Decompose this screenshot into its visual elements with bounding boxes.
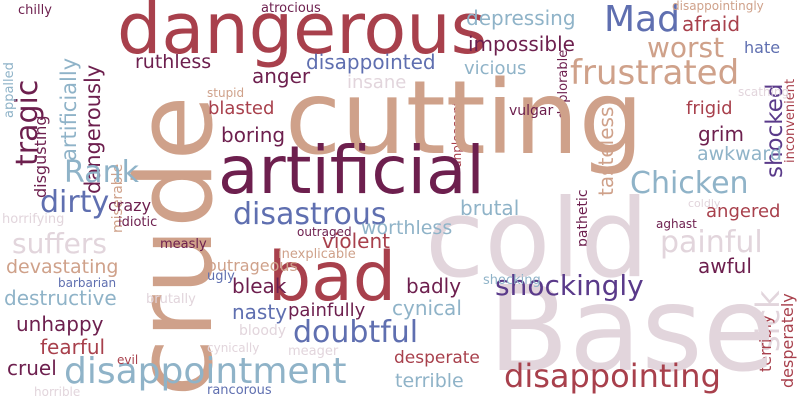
word-disastrous: disastrous [233, 197, 387, 232]
word-desperately: desperately [778, 293, 797, 388]
word-barbarian: barbarian [58, 276, 117, 290]
word-frustrated: frustrated [570, 53, 740, 93]
word-brutally: brutally [146, 292, 196, 307]
word-aghast: aghast [656, 217, 697, 231]
word-vulgar: vulgar [509, 103, 554, 119]
word-outrageous: outrageous [207, 256, 298, 275]
word-anger: anger [252, 64, 311, 88]
word-ugly: ugly [207, 269, 235, 284]
word-unhappy: unhappy [16, 312, 104, 336]
word-disappointed: disappointed [306, 50, 436, 74]
word-chilly: chilly [18, 3, 52, 18]
word-stupid: stupid [207, 86, 245, 100]
word-painful: painful [660, 225, 763, 260]
word-appalled: appalled [2, 62, 17, 118]
word-bleak: bleak [232, 274, 287, 298]
word-dangerous: dangerous [117, 0, 488, 70]
word-outraged: outraged [297, 225, 352, 239]
word-measly: measly [160, 237, 207, 252]
word-angered: angered [706, 201, 781, 222]
word-cold: cold [425, 177, 650, 302]
word-cynical: cynical [392, 296, 462, 320]
word-atrocious: atrocious [261, 1, 321, 16]
word-scathing: scathing [738, 85, 790, 99]
word-evil: evil [117, 353, 139, 367]
word-hate: hate [744, 38, 781, 57]
word-suffers: suffers [12, 227, 107, 260]
word-destructive: destructive [4, 286, 117, 310]
word-coldly: coldly [688, 197, 721, 210]
word-fearful: fearful [40, 335, 106, 359]
word-impossible: impossible [468, 32, 575, 56]
word-Chicken: Chicken [630, 166, 749, 201]
word-shocking: shocking [483, 273, 541, 288]
word-rancorous: rancorous [207, 383, 272, 398]
word-awkward: awkward [697, 143, 782, 165]
word-worthless: worthless [361, 217, 453, 239]
word-terrible: terrible [395, 370, 464, 392]
word-brutal: brutal [460, 196, 520, 220]
word-artificially: artificially [57, 57, 81, 161]
word-horrible: horrible [34, 385, 81, 399]
word-desperate: desperate [394, 348, 480, 368]
word-bad: bad [268, 238, 396, 317]
word-devastating: devastating [6, 256, 119, 278]
word-meager: meager [288, 344, 339, 359]
word-artificial: artificial [218, 132, 485, 209]
word-bloody: bloody [239, 323, 287, 339]
word-afraid: afraid [682, 12, 741, 36]
word-shockingly: shockingly [495, 269, 644, 302]
word-disappointment: disappointment [64, 351, 347, 392]
word-grim: grim [698, 122, 744, 146]
word-vicious: vicious [464, 58, 527, 79]
word-depressing: depressing [466, 6, 576, 30]
word-horrifying: horrifying [2, 212, 65, 227]
word-blasted: blasted [208, 98, 275, 119]
word-boring: boring [221, 123, 286, 147]
word-violent: violent [322, 229, 391, 253]
word-Base: Base [488, 260, 776, 398]
word-painfully: painfully [288, 300, 366, 321]
word-idiotic: idiotic [118, 215, 158, 230]
word-dirty: dirty [40, 185, 110, 220]
word-inexplicable: inexplicable [278, 247, 356, 262]
word-insane: insane [347, 72, 407, 93]
word-Rank: Rank [64, 155, 139, 190]
word-frigid: frigid [686, 98, 733, 119]
word-nasty: nasty [232, 300, 288, 324]
word-cutting: cutting [285, 59, 644, 178]
word-disappointing: disappointing [504, 357, 721, 395]
word-cruel: cruel [7, 356, 57, 380]
word-ruthless: ruthless [135, 51, 212, 73]
word-cynically: cynically [207, 341, 260, 355]
word-Mad: Mad [604, 0, 680, 40]
word-doubtful: doubtful [293, 315, 419, 350]
word-crazy: crazy [108, 196, 152, 215]
word-worst: worst [647, 31, 725, 64]
word-disappointingly: disappointingly [672, 0, 764, 13]
word-awful: awful [698, 254, 752, 278]
word-badly: badly [406, 274, 462, 298]
